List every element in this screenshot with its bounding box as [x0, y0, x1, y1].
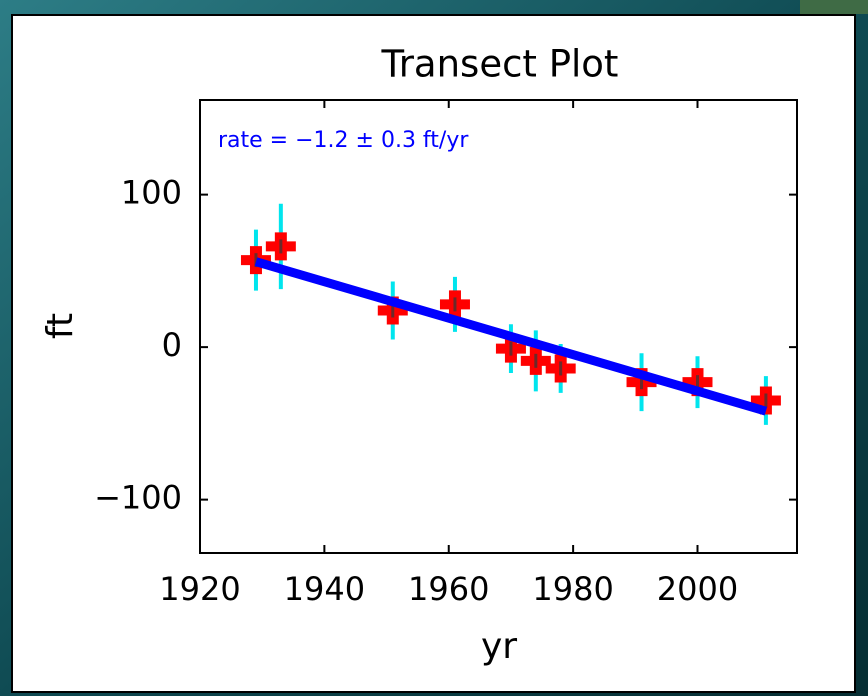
- photo-strip: [800, 0, 868, 14]
- x-axis-label: yr: [481, 626, 517, 667]
- y-tick-label: 0: [162, 326, 182, 364]
- page: {"chart_data": { "type": "errorbar", "ti…: [0, 0, 868, 696]
- x-tick-label: 1920: [159, 570, 240, 608]
- chart-title: Transect Plot: [381, 43, 619, 86]
- annotation: rate = −1.2 ± 0.3 ft/yr: [218, 128, 469, 153]
- x-tick-label: 1960: [408, 570, 489, 608]
- y-tick-label: 100: [121, 174, 182, 212]
- x-tick-label: 1980: [532, 570, 613, 608]
- screenshot: Transect Plot yr ft rate = −1.2 ± 0.3 ft…: [0, 0, 868, 696]
- y-tick-label: −100: [94, 479, 182, 517]
- x-tick-label: 2000: [657, 570, 738, 608]
- y-axis-label: ft: [40, 313, 81, 339]
- x-tick-label: 1940: [284, 570, 365, 608]
